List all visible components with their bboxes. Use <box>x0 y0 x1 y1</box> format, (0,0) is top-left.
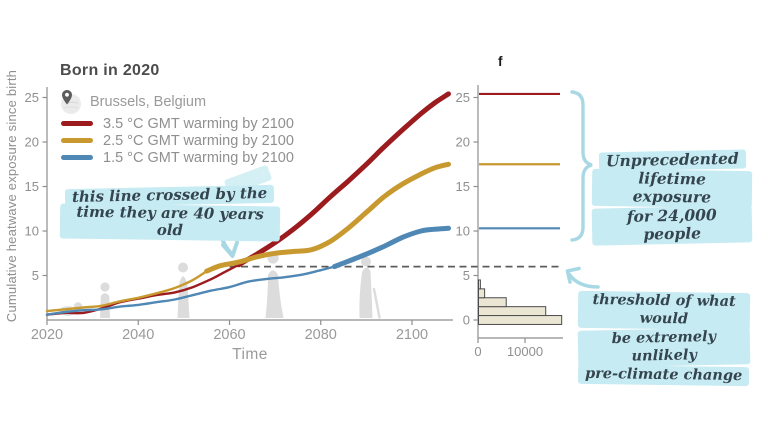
legend-item-3-5c: 3.5 °C GMT warming by 2100 <box>61 115 294 132</box>
legend: 3.5 °C GMT warming by 2100 2.5 °C GMT wa… <box>61 115 294 166</box>
series-line-thick-2 <box>331 225 451 270</box>
legend-item-2-5c: 2.5 °C GMT warming by 2100 <box>61 132 294 149</box>
panel-f-label: f <box>498 54 503 69</box>
svg-text:0: 0 <box>474 344 481 359</box>
curly-brace <box>570 90 593 242</box>
svg-text:15: 15 <box>25 179 39 194</box>
threshold-arrow <box>565 266 600 289</box>
legend-swatch-1-5c <box>61 155 93 160</box>
annotation-threshold-line3: pre-climate change <box>578 364 750 387</box>
annotation-unprecedented-line3: for 24,000 people <box>591 205 753 246</box>
series-line-thick-1 <box>204 161 451 274</box>
svg-text:2020: 2020 <box>31 327 63 343</box>
series-line-thin-1 <box>45 269 208 313</box>
legend-swatch-2-5c <box>61 138 93 143</box>
annotation-unprecedented: Unprecedented lifetime exposure for 24,0… <box>591 149 753 246</box>
silhouette-toddler <box>100 282 110 318</box>
histogram-bar-0 <box>478 315 563 325</box>
series-line-thick-0 <box>236 91 451 268</box>
svg-text:20: 20 <box>25 135 39 150</box>
histogram-bar-1 <box>478 306 547 317</box>
svg-text:10000: 10000 <box>507 344 543 359</box>
series-line-thin-2 <box>45 265 336 316</box>
location-label: Brussels, Belgium <box>90 93 207 110</box>
legend-label-2-5c: 2.5 °C GMT warming by 2100 <box>103 132 294 149</box>
svg-text:20: 20 <box>456 135 470 150</box>
svg-text:15: 15 <box>456 179 470 194</box>
legend-label-3-5c: 3.5 °C GMT warming by 2100 <box>103 115 294 132</box>
svg-text:2040: 2040 <box>122 327 154 343</box>
svg-text:2080: 2080 <box>305 327 337 343</box>
x-axis-label: Time <box>232 346 268 363</box>
annotation-crossing-line2: time they are 40 years old <box>59 203 281 242</box>
chart-title: Born in 2020 <box>60 62 160 79</box>
svg-text:25: 25 <box>456 90 470 105</box>
svg-text:5: 5 <box>32 268 39 283</box>
annotation-threshold-line1: threshold of what would <box>577 290 751 331</box>
annotation-threshold-line2: be extremely unlikely <box>577 327 751 368</box>
annotation-unprecedented-line2: lifetime exposure <box>591 169 753 209</box>
silhouette-adult <box>265 252 284 318</box>
svg-text:5: 5 <box>463 268 470 283</box>
legend-label-1-5c: 1.5 °C GMT warming by 2100 <box>103 149 294 166</box>
histogram-bar-4 <box>478 279 481 290</box>
svg-text:10: 10 <box>25 224 39 239</box>
legend-swatch-3-5c <box>61 121 93 126</box>
histogram-bar-3 <box>478 288 486 299</box>
legend-item-1-5c: 1.5 °C GMT warming by 2100 <box>61 149 294 166</box>
location-row: Brussels, Belgium <box>57 88 206 115</box>
svg-text:25: 25 <box>25 90 39 105</box>
location-pin-icon <box>61 90 81 114</box>
histogram-bar-2 <box>478 297 507 308</box>
svg-text:0: 0 <box>463 313 470 328</box>
svg-text:2100: 2100 <box>396 327 428 343</box>
silhouette-elderly-with-cane <box>359 256 381 319</box>
svg-text:10: 10 <box>456 224 470 239</box>
annotation-threshold: threshold of what would be extremely unl… <box>577 290 751 387</box>
svg-text:2060: 2060 <box>213 327 245 343</box>
annotation-crossing: this line crossed by the time they are 4… <box>59 184 281 242</box>
